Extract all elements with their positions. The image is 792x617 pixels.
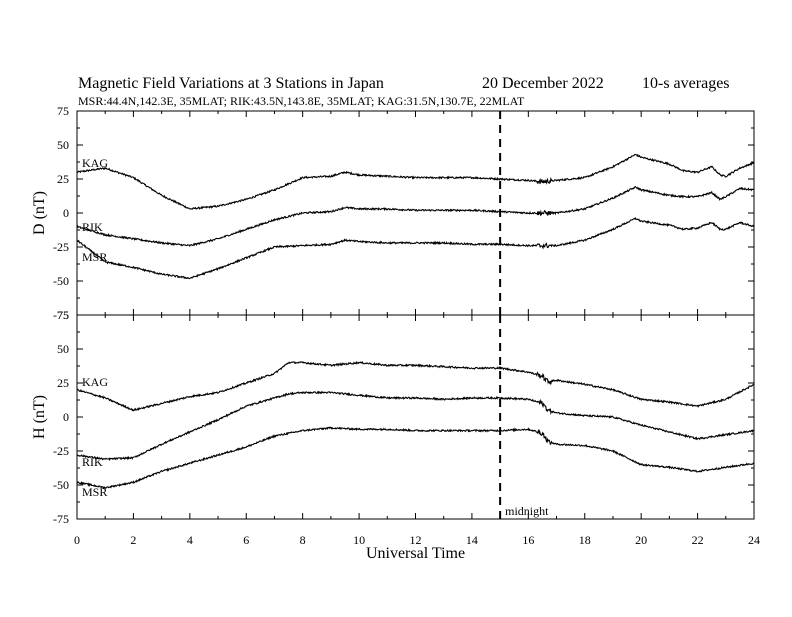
y-tick-label: 25	[57, 172, 69, 186]
x-tick-label: 20	[635, 533, 647, 547]
series-line-msr-H	[76, 426, 755, 490]
y-tick-label: -75	[53, 512, 69, 526]
chart-title: Magnetic Field Variations at 3 Stations …	[78, 75, 384, 92]
y-tick-label: -50	[53, 274, 69, 288]
x-tick-label: 0	[74, 533, 80, 547]
x-tick-label: 22	[692, 533, 704, 547]
y-tick-label: 25	[57, 376, 69, 390]
series-line-rik-H	[76, 390, 755, 462]
chart-date: 20 December 2022	[482, 75, 604, 92]
y-tick-label: 0	[63, 410, 69, 424]
series-label-rik: RIK	[82, 220, 103, 234]
series-label-msr: MSR	[82, 250, 107, 264]
x-tick-label: 6	[243, 533, 249, 547]
series-label-rik: RIK	[82, 455, 103, 469]
series-line-rik-D	[76, 185, 755, 248]
series-line-msr-D	[76, 217, 755, 280]
x-tick-label: 16	[522, 533, 534, 547]
series-label-kag: KAG	[82, 375, 108, 389]
x-tick-label: 24	[748, 533, 760, 547]
y-tick-label: -75	[53, 308, 69, 322]
plot-frame-H	[76, 314, 755, 520]
y-axis-label-D: D (nT)	[31, 191, 48, 235]
y-tick-label: 75	[57, 104, 69, 118]
x-tick-label: 12	[410, 533, 422, 547]
y-tick-label: 75	[57, 308, 69, 322]
series-line-kag-H	[76, 360, 755, 412]
x-tick-label: 4	[187, 533, 193, 547]
x-tick-label: 14	[466, 533, 478, 547]
series-line-kag-D	[76, 153, 755, 210]
y-tick-label: -25	[53, 444, 69, 458]
y-tick-label: 0	[63, 206, 69, 220]
plot-frame-D	[76, 110, 755, 316]
y-tick-label: -50	[53, 478, 69, 492]
x-tick-label: 10	[353, 533, 365, 547]
x-axis-label: Universal Time	[366, 545, 465, 562]
x-tick-label: 8	[300, 533, 306, 547]
chart-averaging: 10-s averages	[642, 75, 730, 92]
y-tick-label: -25	[53, 240, 69, 254]
station-coordinates: MSR:44.4N,142.3E, 35MLAT; RIK:43.5N,143.…	[78, 94, 525, 108]
y-axis-label-H: H (nT)	[31, 395, 48, 439]
y-tick-label: 50	[57, 342, 69, 356]
midnight-label: midnight	[505, 504, 549, 518]
y-tick-label: 50	[57, 138, 69, 152]
series-label-kag: KAG	[82, 156, 108, 170]
x-tick-label: 2	[130, 533, 136, 547]
series-label-msr: MSR	[82, 485, 107, 499]
x-tick-label: 18	[579, 533, 591, 547]
